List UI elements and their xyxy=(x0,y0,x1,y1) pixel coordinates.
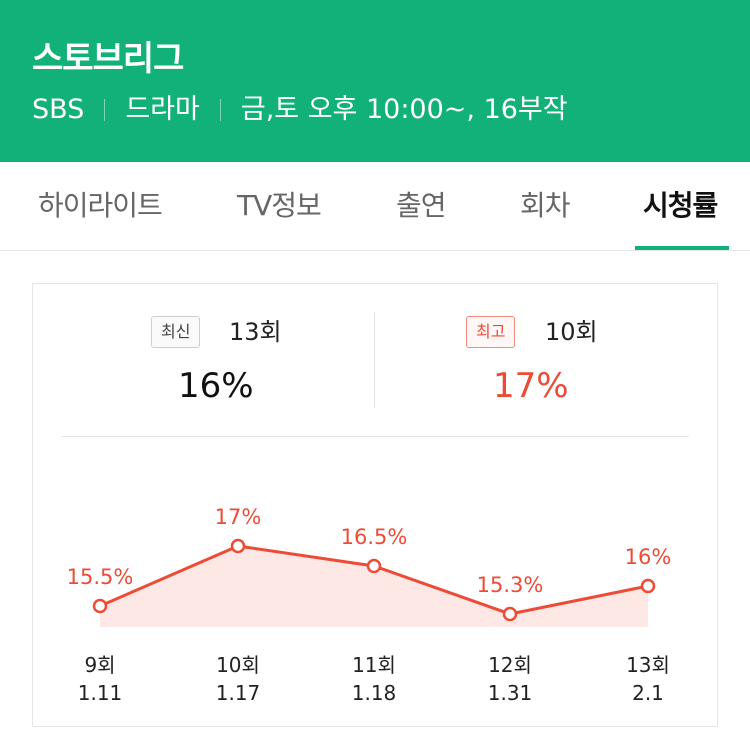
program-title: 스토브리그 xyxy=(32,39,184,79)
data-point xyxy=(92,598,108,614)
summary-divider xyxy=(374,312,375,408)
x-tick-date: 2.1 xyxy=(632,681,664,705)
data-label: 15.3% xyxy=(477,573,544,597)
x-tick-episode: 12회 xyxy=(488,653,532,677)
best-rating: 17% xyxy=(493,366,569,406)
tab-bar: 하이라이트 TV정보 출연 회차 시청률 xyxy=(0,162,750,251)
data-label: 15.5% xyxy=(67,565,134,589)
data-label: 17% xyxy=(215,505,262,529)
x-tick-date: 1.31 xyxy=(488,681,533,705)
program-header: 스토브리그 SBS 드라마 금,토 오후 10:00~, 16부작 xyxy=(0,0,750,162)
x-tick-episode: 13회 xyxy=(626,653,670,677)
data-point xyxy=(230,538,246,554)
best-badge: 최고 xyxy=(466,316,516,348)
data-point xyxy=(640,578,656,594)
data-point xyxy=(502,606,518,622)
latest-badge: 최신 xyxy=(151,316,201,348)
x-tick-date: 1.18 xyxy=(352,681,397,705)
summary-separator xyxy=(62,436,689,437)
ratings-chart: 15.5% 9회 1.11 17% 10회 1.17 16.5% 11회 1.18 15.3% 12… xyxy=(67,505,672,705)
broadcaster[interactable]: SBS xyxy=(32,94,85,125)
ratings-card: 최신 13회 16% 최고 10회 17% 15.5% 9회 1.11 17% 10회 1… xyxy=(32,283,718,727)
x-tick-date: 1.11 xyxy=(78,681,123,705)
genre: 드라마 xyxy=(125,94,200,125)
tab-ratings[interactable]: 시청률 xyxy=(643,189,718,222)
data-label: 16% xyxy=(625,545,672,569)
x-tick-episode: 10회 xyxy=(216,653,260,677)
meta-separator xyxy=(219,99,221,121)
tab-highlight[interactable]: 하이라이트 xyxy=(38,189,163,222)
x-tick-episode: 9회 xyxy=(84,653,115,677)
program-meta: SBS 드라마 금,토 오후 10:00~, 16부작 xyxy=(32,92,568,128)
x-tick-date: 1.17 xyxy=(216,681,261,705)
data-label: 16.5% xyxy=(341,525,408,549)
best-episode: 10회 xyxy=(545,318,598,346)
tab-episodes[interactable]: 회차 xyxy=(520,189,571,222)
latest-episode: 13회 xyxy=(229,318,282,346)
latest-rating: 16% xyxy=(178,366,254,406)
x-tick-episode: 11회 xyxy=(352,653,396,677)
meta-separator xyxy=(104,99,106,121)
chart-area xyxy=(100,546,648,627)
schedule: 금,토 오후 10:00~, 16부작 xyxy=(240,94,568,125)
tab-cast[interactable]: 출연 xyxy=(396,189,447,222)
data-point xyxy=(366,558,382,574)
active-tab-indicator xyxy=(635,246,729,250)
tab-tv-info[interactable]: TV정보 xyxy=(237,189,322,222)
